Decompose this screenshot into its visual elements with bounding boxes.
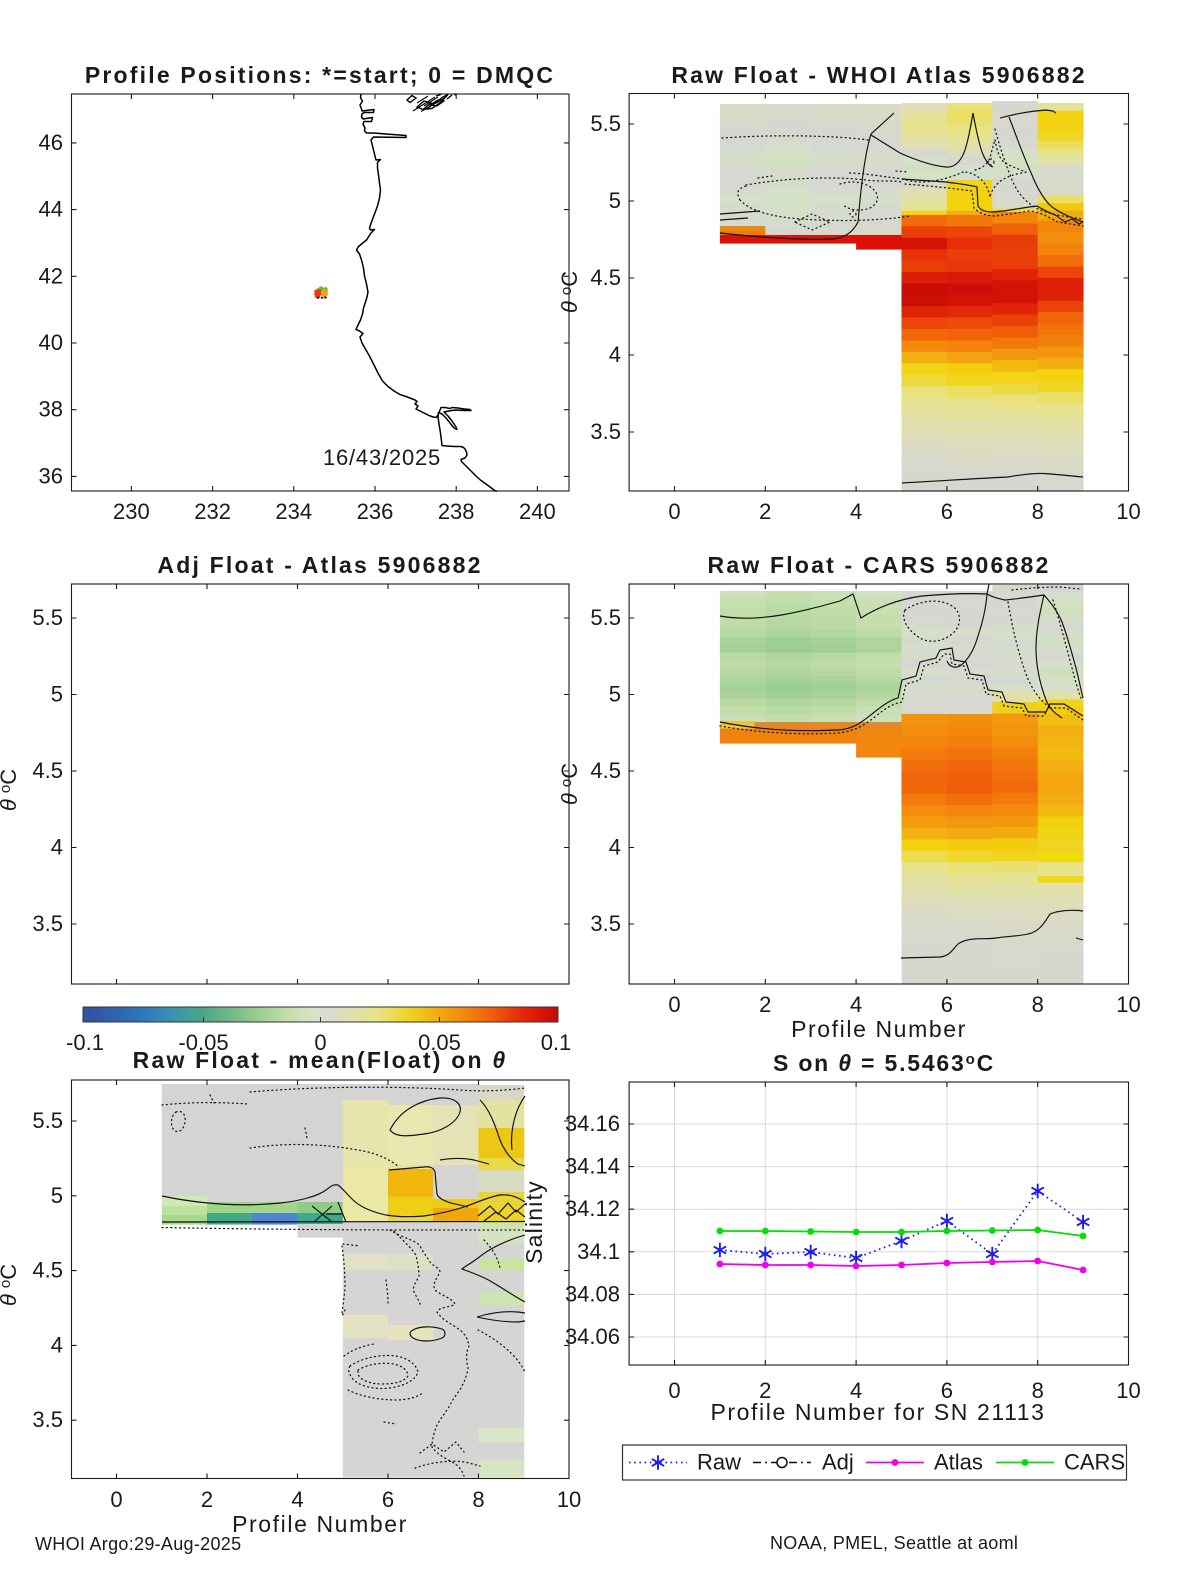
svg-text:4: 4: [609, 342, 621, 367]
svg-text:4: 4: [850, 499, 862, 524]
svg-text:Adj Float - Atlas 5906882: Adj Float - Atlas 5906882: [157, 552, 482, 578]
svg-text:3.5: 3.5: [590, 911, 621, 936]
svg-text:0: 0: [668, 1378, 680, 1403]
svg-text:2: 2: [201, 1487, 213, 1512]
svg-text:4.5: 4.5: [590, 265, 621, 290]
svg-text:38: 38: [39, 397, 63, 422]
svg-text:36: 36: [39, 463, 63, 488]
svg-text:44: 44: [39, 197, 63, 222]
svg-text:4.5: 4.5: [590, 758, 621, 783]
svg-text:4.5: 4.5: [32, 1258, 63, 1283]
svg-text:4: 4: [850, 992, 862, 1017]
svg-text:5: 5: [609, 682, 621, 707]
svg-text:8: 8: [1032, 1378, 1044, 1403]
svg-text:0: 0: [668, 499, 680, 524]
svg-text:3.5: 3.5: [32, 1407, 63, 1432]
svg-text:6: 6: [382, 1487, 394, 1512]
svg-text:Salinity: Salinity: [521, 1180, 547, 1264]
svg-text:10: 10: [1116, 1378, 1140, 1403]
svg-text:Profile Number: Profile Number: [232, 1511, 408, 1537]
svg-text:5.5: 5.5: [32, 605, 63, 630]
svg-text:θ oC: θ oC: [0, 769, 21, 811]
svg-text:46: 46: [39, 130, 63, 155]
svg-text:34.16: 34.16: [565, 1111, 620, 1136]
svg-text:Adj: Adj: [822, 1450, 854, 1475]
svg-text:θ oC: θ oC: [0, 1264, 21, 1306]
svg-text:232: 232: [194, 499, 231, 524]
svg-text:5: 5: [609, 188, 621, 213]
svg-text:34.14: 34.14: [565, 1154, 620, 1179]
svg-text:Profile Number for SN 21113: Profile Number for SN 21113: [710, 1399, 1045, 1425]
svg-text:5: 5: [51, 682, 63, 707]
svg-text:2: 2: [759, 992, 771, 1017]
svg-text:4: 4: [850, 1378, 862, 1403]
svg-text:10: 10: [1116, 499, 1140, 524]
svg-text:240: 240: [519, 499, 556, 524]
svg-text:34.1: 34.1: [577, 1239, 620, 1264]
svg-text:236: 236: [357, 499, 394, 524]
svg-text:5: 5: [51, 1183, 63, 1208]
svg-text:238: 238: [438, 499, 475, 524]
svg-text:4.5: 4.5: [32, 758, 63, 783]
svg-text:10: 10: [557, 1487, 581, 1512]
svg-text:8: 8: [1032, 992, 1044, 1017]
svg-text:3.5: 3.5: [32, 911, 63, 936]
svg-text:40: 40: [39, 330, 63, 355]
svg-text:4: 4: [291, 1487, 303, 1512]
svg-text:42: 42: [39, 263, 63, 288]
svg-text:-0.1: -0.1: [66, 1030, 104, 1055]
svg-text:8: 8: [472, 1487, 484, 1512]
svg-text:8: 8: [1032, 499, 1044, 524]
svg-text:3.5: 3.5: [590, 419, 621, 444]
svg-text:Profile Positions: *=start; 0: Profile Positions: *=start; 0 = DMQC: [85, 62, 555, 88]
svg-text:0: 0: [110, 1487, 122, 1512]
svg-text:0.1: 0.1: [541, 1030, 572, 1055]
svg-text:4: 4: [609, 835, 621, 860]
svg-text:5.5: 5.5: [32, 1108, 63, 1133]
svg-text:Raw: Raw: [697, 1450, 741, 1475]
svg-text:5.5: 5.5: [590, 111, 621, 136]
svg-text:WHOI Argo:29-Aug-2025: WHOI Argo:29-Aug-2025: [35, 1534, 241, 1554]
svg-text:Atlas: Atlas: [934, 1450, 983, 1475]
svg-text:4: 4: [51, 835, 63, 860]
svg-text:230: 230: [113, 499, 150, 524]
svg-text:0: 0: [668, 992, 680, 1017]
svg-text:Raw Float - mean(Float) on θ: Raw Float - mean(Float) on θ: [133, 1047, 508, 1073]
svg-text:Profile Number: Profile Number: [791, 1016, 967, 1042]
svg-text:θ oC: θ oC: [557, 763, 582, 805]
svg-text:234: 234: [275, 499, 312, 524]
svg-text:NOAA, PMEL, Seattle at aoml: NOAA, PMEL, Seattle at aoml: [770, 1533, 1018, 1553]
svg-text:Raw Float - CARS 5906882: Raw Float - CARS 5906882: [708, 552, 1051, 578]
svg-text:Raw Float - WHOI Atlas 590688: Raw Float - WHOI Atlas 5906882: [671, 62, 1086, 88]
svg-text:6: 6: [941, 992, 953, 1017]
svg-text:S on θ = 5.5463oC: S on θ = 5.5463oC: [773, 1050, 995, 1076]
svg-text:0: 0: [314, 1030, 326, 1055]
svg-text:10: 10: [1116, 992, 1140, 1017]
svg-text:34.12: 34.12: [565, 1196, 620, 1221]
svg-text:6: 6: [941, 1378, 953, 1403]
svg-text:16/43/2025: 16/43/2025: [323, 445, 441, 470]
svg-text:4: 4: [51, 1332, 63, 1357]
svg-text:2: 2: [759, 1378, 771, 1403]
svg-text:CARS: CARS: [1064, 1450, 1125, 1475]
svg-text:2: 2: [759, 499, 771, 524]
svg-text:0.05: 0.05: [418, 1030, 461, 1055]
svg-text:θ oC: θ oC: [557, 271, 582, 313]
svg-text:6: 6: [941, 499, 953, 524]
svg-text:34.06: 34.06: [565, 1324, 620, 1349]
svg-text:34.08: 34.08: [565, 1281, 620, 1306]
svg-text:-0.05: -0.05: [178, 1030, 228, 1055]
svg-text:5.5: 5.5: [590, 605, 621, 630]
